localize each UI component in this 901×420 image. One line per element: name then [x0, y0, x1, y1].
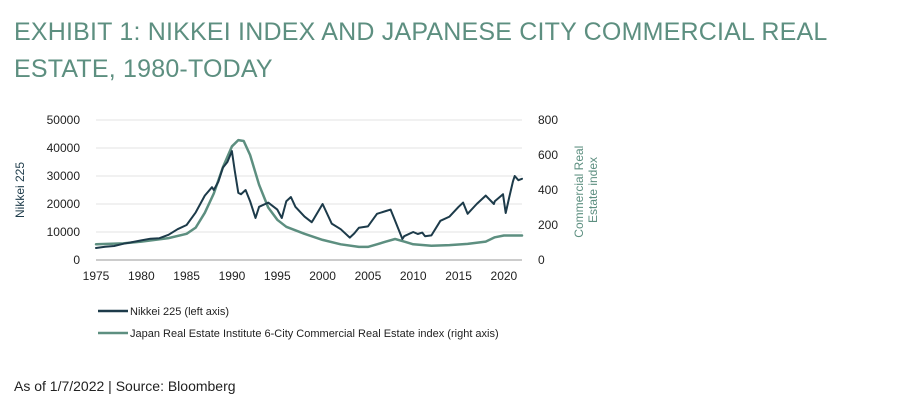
x-tick-label: 2015 — [445, 269, 472, 283]
right-axis-label-line-1: Commercial Real — [572, 146, 586, 238]
x-tick-label: 2000 — [309, 269, 336, 283]
left-tick-label: 20000 — [47, 197, 81, 211]
x-tick-label: 1990 — [219, 269, 246, 283]
x-tick-label: 2020 — [491, 269, 518, 283]
left-tick-label: 0 — [73, 253, 80, 267]
x-axis-ticks: 1975 1980 1985 1990 1995 2000 2005 2010 2015 2020 — [83, 269, 518, 283]
x-tick-label: 1985 — [173, 269, 200, 283]
left-tick-label: 50000 — [47, 113, 81, 127]
left-tick-label: 10000 — [47, 225, 81, 239]
x-tick-label: 1995 — [264, 269, 291, 283]
right-axis-label-line-2: Estate index — [586, 157, 600, 223]
x-tick-label: 1975 — [83, 269, 110, 283]
right-tick-label: 800 — [538, 113, 558, 127]
x-tick-label: 2005 — [355, 269, 382, 283]
x-tick-label: 1980 — [128, 269, 155, 283]
series-layer — [94, 138, 524, 249]
left-axis-ticks: 0 10000 20000 30000 40000 50000 — [47, 113, 81, 267]
right-tick-label: 400 — [538, 183, 558, 197]
chart: 0 10000 20000 30000 40000 50000 0 200 400 600 800… — [13, 113, 600, 340]
x-tick-label: 2010 — [400, 269, 427, 283]
source-note: As of 1/7/2022 | Source: Bloomberg — [14, 378, 236, 394]
legend-label-realestate: Japan Real Estate Institute 6-City Comme… — [130, 328, 499, 340]
legend-label-nikkei: Nikkei 225 (left axis) — [130, 306, 229, 318]
right-tick-label: 200 — [538, 218, 558, 232]
right-tick-label: 0 — [538, 253, 545, 267]
chart-title: EXHIBIT 1: NIKKEI INDEX AND JAPANESE CIT… — [14, 18, 827, 83]
right-axis-ticks: 0 200 400 600 800 — [538, 113, 558, 267]
right-axis-label: Commercial Real Estate index — [572, 142, 600, 237]
left-axis-label: Nikkei 225 — [13, 162, 27, 218]
left-tick-label: 40000 — [47, 141, 81, 155]
right-tick-label: 600 — [538, 148, 558, 162]
legend: Nikkei 225 (left axis) Japan Real Estate… — [98, 306, 499, 340]
series-line-nikkei — [95, 150, 523, 249]
grid-layer — [96, 119, 522, 233]
left-tick-label: 30000 — [47, 169, 81, 183]
series-line-realestate — [94, 138, 524, 249]
